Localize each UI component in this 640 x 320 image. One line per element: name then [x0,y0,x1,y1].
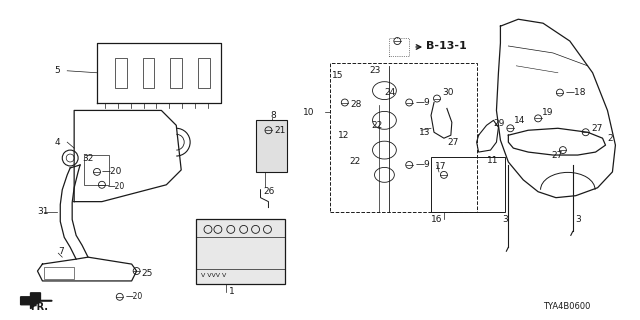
Text: 22: 22 [349,157,361,166]
Text: 21: 21 [275,126,286,135]
Bar [431,157,506,212]
Text: —20: —20 [125,292,143,301]
Text: B-13-1: B-13-1 [426,41,467,51]
Text: 30: 30 [442,88,453,97]
Text: 31: 31 [38,207,49,216]
Text: 3: 3 [576,215,582,224]
Text: 25: 25 [141,268,153,277]
Bar [196,220,285,284]
Text: 32: 32 [82,154,93,163]
Text: 14: 14 [515,116,525,125]
Text: 24: 24 [385,88,396,97]
Text: 27: 27 [591,124,603,133]
Bar [115,58,127,88]
Bar [198,58,210,88]
Text: 7: 7 [58,247,64,256]
Bar [84,155,109,185]
Text: 16: 16 [431,215,442,224]
Text: 23: 23 [369,66,381,75]
Text: 10: 10 [303,108,315,117]
Bar [170,58,182,88]
Text: 27: 27 [447,138,458,147]
Text: 27: 27 [551,150,563,160]
Text: 13: 13 [419,128,431,137]
Text: 2: 2 [607,134,613,143]
Bar [389,38,409,56]
Bar [330,63,477,212]
Text: FR.: FR. [31,302,49,312]
Text: —18: —18 [566,88,586,97]
Text: 29: 29 [493,119,505,128]
Text: 4: 4 [54,138,60,147]
Bar [44,267,74,279]
Polygon shape [20,293,40,309]
Text: V VVV V: V VVV V [201,274,227,278]
Text: 26: 26 [264,187,275,196]
Text: 28: 28 [351,100,362,109]
Text: 15: 15 [332,71,344,80]
Text: 11: 11 [486,156,498,164]
Text: 8: 8 [271,111,276,120]
Text: 3: 3 [502,215,508,224]
Text: 5: 5 [54,66,60,75]
Text: —20: —20 [102,167,122,176]
Text: 1: 1 [228,287,234,296]
Text: 22: 22 [372,121,383,130]
Text: —9: —9 [415,160,430,170]
Bar [255,120,287,172]
Text: 19: 19 [542,108,554,117]
Text: —9: —9 [415,98,430,107]
Text: 12: 12 [338,131,349,140]
Text: —20: —20 [108,182,125,191]
Text: 17: 17 [435,163,447,172]
Text: TYA4B0600: TYA4B0600 [543,302,591,311]
Bar [143,58,154,88]
